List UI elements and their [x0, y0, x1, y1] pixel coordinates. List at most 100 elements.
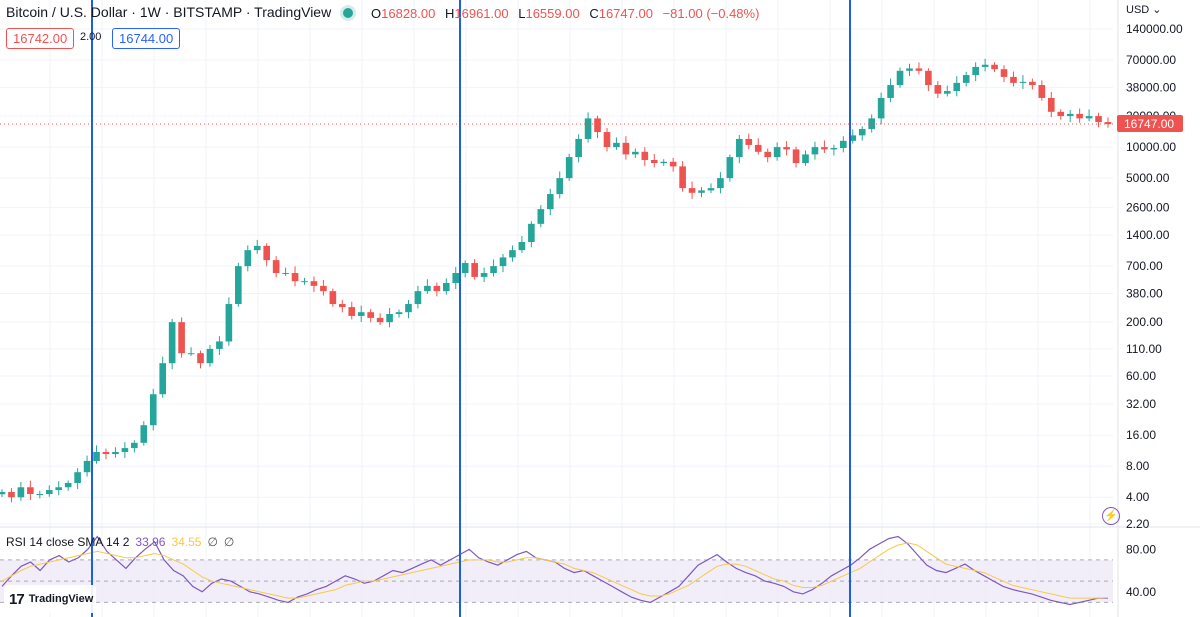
candlestick-series: [0, 58, 1113, 503]
candle-body: [225, 304, 233, 342]
symbol-title[interactable]: Bitcoin / U.S. Dollar · 1W · BITSTAMP · …: [6, 4, 332, 20]
y-tick-label: 16.00: [1126, 428, 1156, 442]
candle-body: [858, 128, 866, 136]
buy-button[interactable]: 16744.00: [112, 28, 181, 49]
candle-body: [357, 312, 365, 316]
candle-body: [461, 263, 469, 274]
candle-body: [168, 322, 176, 364]
candle-body: [688, 188, 696, 193]
candle-body: [253, 245, 261, 251]
candle-body: [764, 151, 772, 158]
candle-body: [546, 194, 554, 210]
sell-button[interactable]: 16742.00: [6, 28, 75, 49]
y-tick-label: 200.00: [1126, 315, 1163, 329]
currency-selector[interactable]: USD ⌄: [1126, 3, 1162, 16]
y-tick-label: 8.00: [1126, 459, 1150, 473]
tradingview-mark-icon: 17: [9, 590, 25, 608]
candle-body: [736, 138, 743, 158]
candle-body: [660, 161, 668, 164]
candle-body: [877, 97, 885, 119]
y-tick-label: 32.00: [1126, 397, 1156, 411]
y-tick-label: 110.00: [1126, 342, 1162, 356]
candle-body: [1000, 69, 1008, 77]
candle-body: [291, 273, 299, 282]
candle-body: [395, 312, 403, 315]
candle-body: [206, 348, 214, 364]
rsi-label: RSI 14 close SMA 14 2: [6, 535, 130, 549]
candle-body: [726, 157, 734, 179]
high-value: 16961.00: [454, 6, 509, 21]
candle-body: [556, 178, 564, 195]
rsi-tick-label: 80.00: [1126, 542, 1156, 556]
candle-body: [565, 157, 573, 179]
logo-text: TradingView: [28, 593, 94, 605]
candle-body: [338, 304, 346, 308]
candle-body: [131, 442, 138, 449]
candle-body: [537, 209, 545, 224]
tradingview-logo[interactable]: 17 TradingView: [4, 585, 96, 613]
candle-body: [1019, 81, 1027, 83]
y-tick-label: 70000.00: [1126, 53, 1176, 67]
candle-body: [745, 138, 753, 145]
candle-body: [405, 304, 412, 313]
y-tick-label: 2.20: [1126, 517, 1150, 531]
candle-body: [840, 140, 847, 149]
candle-body: [216, 341, 223, 349]
candle-body: [282, 273, 289, 275]
candle-body: [244, 250, 252, 267]
change-value: −81.00 (−0.48%): [662, 6, 760, 21]
candle-body: [112, 451, 119, 455]
candle-body: [972, 66, 979, 76]
candle-body: [906, 68, 913, 71]
candle-body: [915, 68, 923, 71]
candle-body: [178, 322, 185, 354]
candle-body: [93, 451, 100, 461]
candle-body: [962, 75, 970, 83]
y-tick-label: 60.00: [1126, 369, 1156, 383]
candle-body: [1038, 85, 1046, 98]
market-status-icon[interactable]: [343, 8, 353, 18]
ohlc-readout: O16828.00 H16961.00 L16559.00 C16747.00 …: [371, 6, 759, 21]
candle-body: [414, 291, 422, 305]
candle-body: [622, 142, 630, 155]
y-tick-label: 380.00: [1126, 286, 1163, 300]
candle-body: [603, 132, 611, 148]
candle-body: [1085, 116, 1093, 119]
candle-body: [386, 314, 393, 323]
candle-body: [272, 260, 280, 274]
candle-body: [594, 118, 601, 133]
candle-body: [64, 482, 72, 488]
y-tick-label: 4.00: [1126, 490, 1150, 504]
candle-body: [310, 281, 318, 286]
candle-body: [707, 188, 715, 191]
candle-body: [8, 491, 15, 498]
candle-body: [943, 91, 951, 94]
candle-body: [1066, 113, 1074, 117]
price-axis[interactable]: 140000.0070000.0038000.0020000.0010000.0…: [1117, 22, 1183, 599]
candle-body: [698, 190, 705, 193]
candle-body: [821, 147, 828, 150]
candle-body: [27, 487, 34, 495]
candle-body: [1095, 116, 1102, 123]
candle-body: [669, 161, 677, 167]
candle-body: [1057, 111, 1065, 117]
candle-body: [773, 147, 781, 158]
na-value-2: ∅: [223, 535, 235, 549]
candle-body: [575, 138, 582, 158]
y-tick-label: 38000.00: [1126, 80, 1176, 94]
candle-body: [17, 487, 25, 498]
candle-body: [632, 151, 639, 155]
lightning-icon[interactable]: ⚡: [1102, 507, 1120, 525]
rsi-sma-value: 34.55: [171, 535, 202, 549]
rsi-legend[interactable]: RSI 14 close SMA 14 2 33.96 34.55 ∅ ∅: [6, 535, 234, 549]
y-tick-label: 700.00: [1126, 259, 1163, 273]
candle-body: [197, 353, 204, 364]
candle-body: [830, 148, 838, 150]
candle-body: [849, 135, 857, 141]
candle-body: [613, 142, 620, 148]
candle-body: [528, 223, 535, 242]
candle-body: [650, 159, 658, 164]
candle-body: [480, 273, 488, 277]
